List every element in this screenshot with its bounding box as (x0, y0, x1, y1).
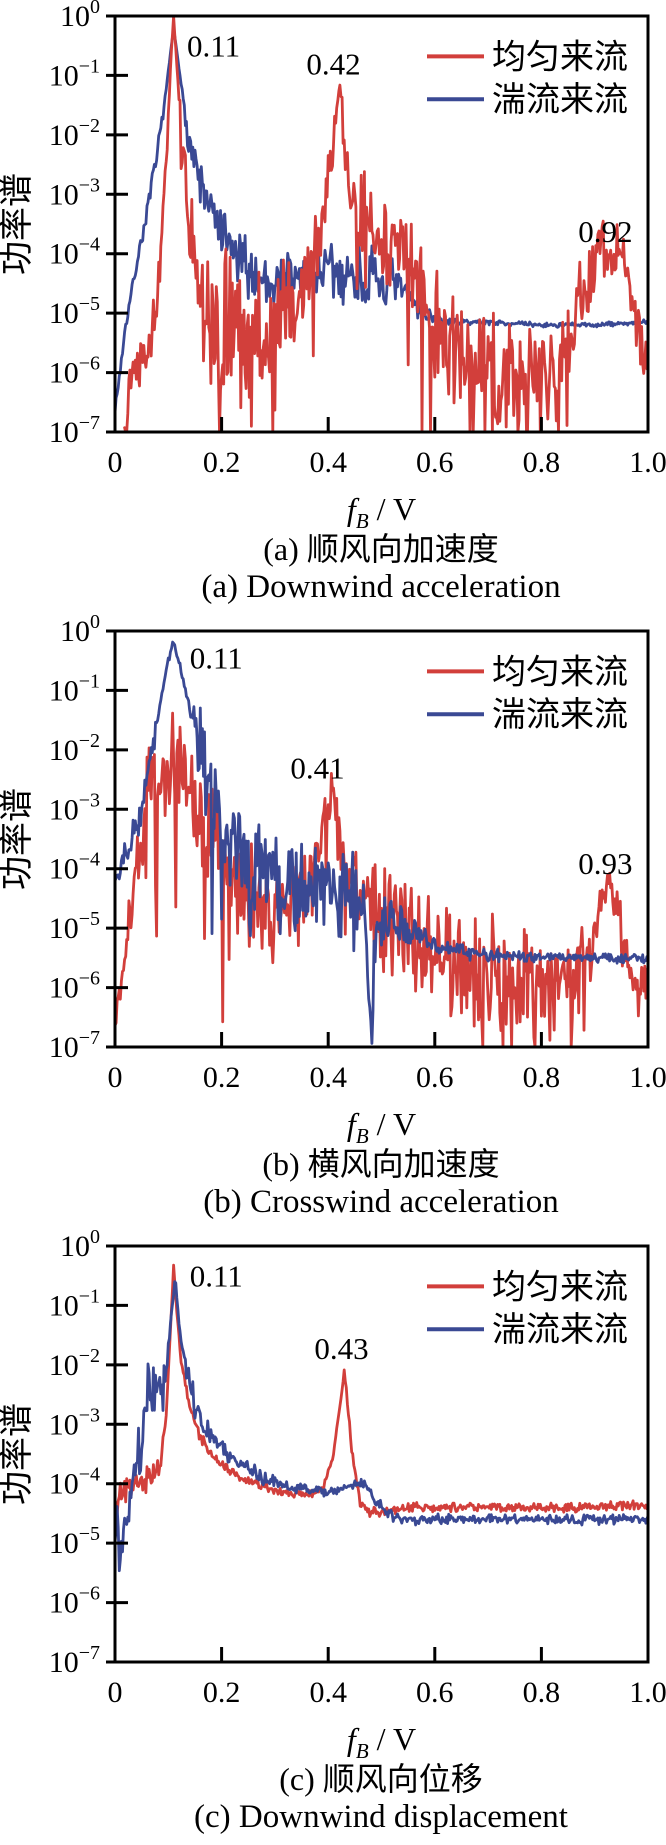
x-tick-label: 0.6 (416, 1061, 454, 1094)
x-axis-title: fB / V (347, 1721, 416, 1760)
x-tick-label: 0.4 (309, 1676, 347, 1709)
peak-annotation-0.11: 0.11 (190, 641, 243, 676)
peak-annotation-0.43: 0.43 (314, 1331, 368, 1366)
x-tick-label: 0.8 (523, 1676, 561, 1709)
x-tick-label: 0.6 (416, 1676, 454, 1709)
chart-c-caption-en: (c) Downwind displacement (194, 1799, 568, 1835)
peak-annotation-0.92: 0.92 (578, 214, 632, 249)
x-tick-label: 0 (108, 1061, 123, 1094)
legend-label-uniform-flow: 均匀来流 (492, 38, 628, 76)
legend-label-turbulent-flow: 湍流来流 (492, 81, 628, 119)
x-tick-label: 0.8 (523, 446, 561, 479)
series-turbulent-flow-line (115, 640, 648, 1045)
chart-block-c: 0 0.2 0.4 0.6 0.8 1.0 100 10−1 10−2 10−3 10−4 10−5 1… (0, 1230, 666, 1836)
y-tick-label: 10−2 (49, 1345, 100, 1382)
y-tick-label: 100 (60, 615, 100, 648)
x-tick-label: 0.2 (203, 1676, 241, 1709)
y-tick-label: 10−5 (49, 1523, 100, 1560)
series-turbulent-flow-line (115, 1280, 648, 1573)
y-tick-label: 10−7 (49, 1642, 100, 1679)
y-axis-title: 功率谱 (0, 1403, 36, 1505)
peak-annotation-0.93: 0.93 (578, 846, 632, 881)
y-tick-label: 10−7 (49, 412, 100, 449)
x-tick-label: 0 (108, 446, 123, 479)
x-tick-label: 0.2 (203, 1061, 241, 1094)
y-tick-label: 10−5 (49, 293, 100, 330)
plot-frame (113, 14, 650, 434)
series-turbulent-flow-line (115, 34, 648, 414)
peak-annotation-0.11: 0.11 (190, 1259, 243, 1294)
y-tick-label: 10−6 (49, 353, 100, 390)
y-tick-label: 10−6 (49, 1583, 100, 1620)
chart-b-canvas: 0 0.2 0.4 0.6 0.8 1.0 100 10−1 10−2 10−3 10−4 10−5 1… (0, 615, 666, 1145)
x-tick-label: 0.2 (203, 446, 241, 479)
x-tick-label: 0 (108, 1676, 123, 1709)
peak-annotation-0.42: 0.42 (306, 47, 360, 82)
y-tick-label: 10−4 (49, 849, 100, 886)
plot-frame (113, 1244, 650, 1664)
y-axis-title: 功率谱 (0, 788, 36, 890)
legend-label-turbulent-flow: 湍流来流 (492, 1311, 628, 1349)
y-tick-label: 10−1 (49, 670, 100, 707)
series-layer (115, 640, 648, 1047)
y-tick-label: 10−2 (49, 730, 100, 767)
legend-label-turbulent-flow: 湍流来流 (492, 696, 628, 734)
series-layer (115, 16, 648, 432)
x-axis-title: fB / V (347, 1106, 416, 1145)
plot-frame (113, 629, 650, 1049)
y-axis-title: 功率谱 (0, 173, 36, 275)
y-tick-label: 10−1 (49, 1285, 100, 1322)
chart-b-caption-zh: (b) 横风向加速度 (262, 1146, 500, 1182)
y-tick-label: 10−4 (49, 1464, 100, 1501)
chart-a-canvas: 0 0.2 0.4 0.6 0.8 1.0 100 10−1 10−2 10−3 10−4 10−5 1… (0, 0, 666, 530)
x-tick-label: 1.0 (629, 1061, 666, 1094)
chart-b-caption-en: (b) Crosswind acceleration (203, 1184, 559, 1220)
chart-block-a: 0 0.2 0.4 0.6 0.8 1.0 100 10−1 10−2 10−3 10−4 10−5 1… (0, 0, 666, 606)
x-tick-label: 1.0 (629, 446, 666, 479)
x-tick-label: 0.6 (416, 446, 454, 479)
series-layer (115, 1263, 648, 1573)
y-tick-label: 100 (60, 1230, 100, 1263)
y-tick-label: 10−3 (49, 174, 100, 211)
y-tick-label: 100 (60, 0, 100, 33)
x-tick-label: 0.4 (309, 446, 347, 479)
series-uniform-flow-line (115, 1263, 648, 1530)
chart-c-canvas: 0 0.2 0.4 0.6 0.8 1.0 100 10−1 10−2 10−3 10−4 10−5 1… (0, 1230, 666, 1760)
y-tick-label: 10−4 (49, 234, 100, 271)
y-tick-label: 10−3 (49, 1404, 100, 1441)
chart-block-b: 0 0.2 0.4 0.6 0.8 1.0 100 10−1 10−2 10−3 10−4 10−5 1… (0, 615, 666, 1221)
legend-label-uniform-flow: 均匀来流 (492, 1268, 628, 1306)
x-tick-label: 0.8 (523, 1061, 561, 1094)
x-axis-title: fB / V (347, 491, 416, 530)
y-tick-label: 10−1 (49, 55, 100, 92)
y-tick-label: 10−3 (49, 789, 100, 826)
series-uniform-flow-line (115, 711, 648, 1047)
series-uniform-flow-line (123, 16, 648, 432)
chart-a-caption-zh: (a) 顺风向加速度 (263, 531, 499, 567)
x-tick-label: 0.4 (309, 1061, 347, 1094)
chart-a-caption-en: (a) Downwind acceleration (201, 569, 561, 605)
x-tick-label: 1.0 (629, 1676, 666, 1709)
peak-annotation-0.11: 0.11 (187, 29, 240, 64)
y-tick-label: 10−6 (49, 968, 100, 1005)
legend-label-uniform-flow: 均匀来流 (492, 653, 628, 691)
y-tick-label: 10−7 (49, 1027, 100, 1064)
y-tick-label: 10−2 (49, 115, 100, 152)
chart-c-caption-zh: (c) 顺风向位移 (279, 1761, 483, 1797)
peak-annotation-0.41: 0.41 (290, 751, 344, 786)
y-tick-label: 10−5 (49, 908, 100, 945)
